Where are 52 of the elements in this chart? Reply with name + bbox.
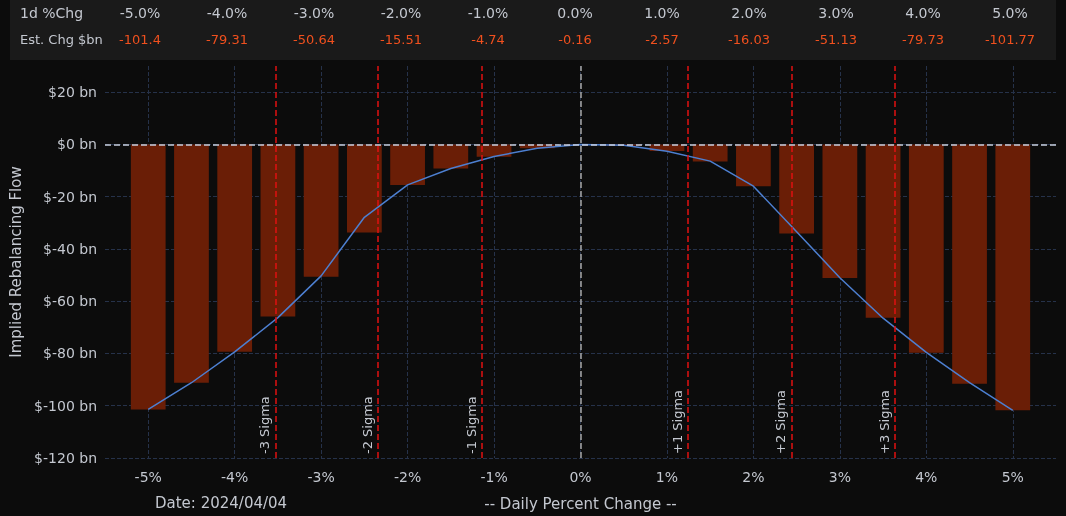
x-tick-label: 2%: [742, 469, 765, 485]
x-tick-label: 1%: [655, 469, 679, 485]
text: Date: 2024/04/04: [155, 493, 288, 512]
x-tick-label: -4%: [221, 469, 249, 485]
y-tick-label: $-20 bn: [43, 188, 97, 205]
y-tick-label: $-80 bn: [43, 345, 97, 362]
text: -50.64: [293, 32, 335, 47]
x-tick-label: 0%: [569, 469, 592, 485]
text: -0.16: [558, 32, 592, 47]
text: Est. Chg $bn: [20, 32, 103, 47]
ref-line-label: +1 Sigma: [669, 389, 685, 454]
x-tick-label: 5%: [1001, 469, 1024, 485]
ref-line-label: -1 Sigma: [463, 396, 479, 454]
text: -1.0%: [467, 5, 509, 21]
x-tick-label: 4%: [915, 469, 938, 485]
y-tick-label: $0 bn: [56, 136, 97, 153]
ref-line-label: -2 Sigma: [360, 396, 376, 454]
ref-line-label: +2 Sigma: [773, 389, 789, 454]
y-tick-label: $-60 bn: [43, 293, 97, 310]
text: -15.51: [380, 32, 422, 47]
x-tick-label: -2%: [393, 469, 422, 485]
text: -4.74: [471, 32, 505, 47]
x-tick-label: -5%: [134, 469, 162, 485]
text: -3.0%: [293, 5, 335, 21]
text: 1d %Chg: [20, 5, 84, 21]
x-axis-title: -- Daily Percent Change --: [484, 494, 677, 513]
x-tick-label: -3%: [307, 469, 335, 485]
y-tick-label: $-40 bn: [43, 240, 97, 257]
y-axis-title: Implied Rebalancing Flow: [6, 166, 25, 358]
x-tick-label: -1%: [480, 469, 508, 485]
text: -101.4: [119, 32, 161, 47]
y-tick-label: $-120 bn: [34, 450, 97, 466]
text: 0.0%: [557, 5, 593, 21]
text: -79.73: [902, 32, 944, 47]
text: -101.77: [984, 32, 1036, 47]
text: 1.0%: [644, 5, 680, 21]
ref-line-label: +3 Sigma: [877, 389, 893, 454]
x-tick-label: 3%: [828, 469, 851, 485]
text: -2.57: [645, 32, 679, 47]
text: 2.0%: [731, 5, 767, 21]
y-tick-label: $20 bn: [48, 84, 97, 101]
text: 4.0%: [905, 5, 941, 21]
text: 5.0%: [992, 5, 1028, 21]
text: -51.13: [815, 32, 857, 47]
text: 3.0%: [818, 5, 854, 21]
ref-line-label: -3 Sigma: [257, 396, 273, 454]
text: -5.0%: [119, 5, 161, 21]
text: -16.03: [728, 32, 770, 47]
text: -2.0%: [380, 5, 422, 21]
text: -79.31: [206, 32, 248, 47]
y-tick-label: $-100 bn: [34, 397, 97, 414]
text: -4.0%: [206, 5, 248, 21]
